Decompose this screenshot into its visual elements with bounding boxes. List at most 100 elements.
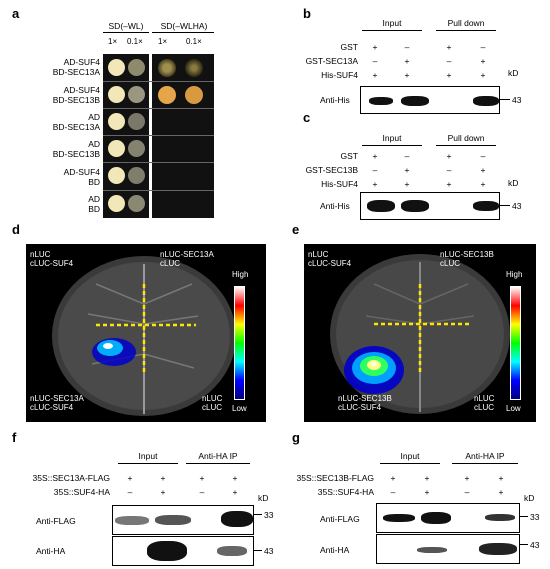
row-label: His-SUF4 [321, 179, 358, 189]
treatment-sign: + [424, 487, 430, 497]
antibody-label: Anti-His [320, 95, 350, 105]
yeast-colony [158, 59, 176, 77]
western-blot [376, 534, 520, 564]
row-label: AD BD-SEC13A [52, 112, 100, 132]
panel-letter: e [292, 222, 300, 237]
column-header: SD(–WLHA) [160, 21, 208, 31]
dilution-label: 0.1× [127, 37, 143, 46]
yeast-colony [108, 86, 125, 103]
plate-sd-wl [103, 54, 149, 218]
treatment-sign: + [480, 179, 486, 189]
antibody-label: Anti-FLAG [36, 516, 76, 526]
pulldown-header: Pull down [447, 133, 485, 143]
antibody-label: Anti-HA [36, 546, 66, 556]
treatment-sign: + [232, 487, 238, 497]
yeast-colony [185, 86, 203, 104]
yeast-colony [128, 167, 145, 184]
size-marker: 43 [512, 95, 522, 105]
yeast-colony [108, 195, 125, 212]
yeast-colony [108, 140, 125, 157]
yeast-colony [158, 86, 176, 104]
yeast-colony [108, 59, 125, 76]
yeast-colony [108, 113, 125, 130]
ip-header: Anti-HA IP [465, 451, 505, 461]
treatment-sign: – [480, 42, 486, 52]
input-header: Input [138, 451, 158, 461]
treatment-sign: + [480, 56, 486, 66]
yeast-colony [128, 86, 145, 103]
treatment-sign: + [446, 42, 452, 52]
panel-letter: f [12, 430, 17, 445]
yeast-colony [128, 59, 145, 76]
panel-letter: d [12, 222, 20, 237]
input-header: Input [400, 451, 420, 461]
row-label: AD-SUF4 BD-SEC13A [52, 57, 100, 77]
row-label: His-SUF4 [321, 70, 358, 80]
treatment-sign: – [390, 487, 396, 497]
quadrant-label: nLUC-SEC13B cLUC-SUF4 [338, 394, 392, 412]
kd-label: kD [508, 68, 519, 78]
yeast-colony [128, 195, 145, 212]
row-label: GST-SEC13A [305, 56, 358, 66]
color-scale-bar [234, 286, 245, 400]
treatment-sign: – [372, 165, 378, 175]
treatment-sign: + [480, 165, 486, 175]
treatment-sign: + [372, 70, 378, 80]
treatment-sign: + [498, 473, 504, 483]
treatment-sign: + [404, 70, 410, 80]
quadrant-label: nLUC-SEC13A cLUC [160, 250, 214, 268]
treatment-sign: + [160, 487, 166, 497]
yeast-colony [108, 167, 125, 184]
treatment-sign: – [199, 487, 205, 497]
yeast-colony [128, 140, 145, 157]
western-blot [360, 192, 500, 220]
antibody-label: Anti-HA [320, 545, 350, 555]
row-label: AD BD [88, 194, 100, 214]
quadrant-label: nLUC cLUC-SUF4 [308, 250, 352, 268]
treatment-sign: – [404, 151, 410, 161]
treatment-sign: – [446, 56, 452, 66]
scale-low: Low [232, 404, 247, 413]
input-header: Input [382, 18, 402, 28]
row-label: 35S::SUF4-HA [317, 487, 374, 497]
input-header: Input [382, 133, 402, 143]
size-marker: 33 [530, 512, 540, 522]
size-marker: 43 [512, 201, 522, 211]
treatment-sign: + [480, 70, 486, 80]
treatment-sign: + [498, 487, 504, 497]
row-label: AD-SUF4 BD [63, 167, 100, 187]
row-label: 35S::SUF4-HA [53, 487, 110, 497]
western-blot [112, 536, 254, 566]
treatment-sign: – [127, 487, 133, 497]
row-label: AD-SUF4 BD-SEC13B [52, 85, 100, 105]
treatment-sign: + [446, 151, 452, 161]
treatment-sign: + [424, 473, 430, 483]
antibody-label: Anti-His [320, 201, 350, 211]
treatment-sign: + [404, 56, 410, 66]
scale-high: High [506, 270, 523, 279]
treatment-sign: + [390, 473, 396, 483]
row-label: GST [340, 42, 358, 52]
treatment-sign: + [464, 473, 470, 483]
treatment-sign: + [372, 42, 378, 52]
kd-label: kD [508, 178, 519, 188]
treatment-sign: – [480, 151, 486, 161]
dilution-label: 0.1× [186, 37, 202, 46]
size-marker: 33 [264, 510, 274, 520]
treatment-sign: – [464, 487, 470, 497]
row-label: GST [340, 151, 358, 161]
plate-sd-wlha [152, 54, 214, 218]
treatment-sign: + [232, 473, 238, 483]
quadrant-label: nLUC cLUC [202, 394, 223, 412]
scale-high: High [232, 270, 249, 279]
panel-letter: b [303, 6, 311, 21]
treatment-sign: + [446, 179, 452, 189]
scale-low: Low [506, 404, 521, 413]
dilution-label: 1× [108, 37, 118, 46]
treatment-sign: – [372, 56, 378, 66]
size-marker: 43 [264, 546, 274, 556]
western-blot [376, 503, 520, 533]
quadrant-label: nLUC cLUC-SUF4 [30, 250, 74, 268]
treatment-sign: + [199, 473, 205, 483]
treatment-sign: + [446, 70, 452, 80]
